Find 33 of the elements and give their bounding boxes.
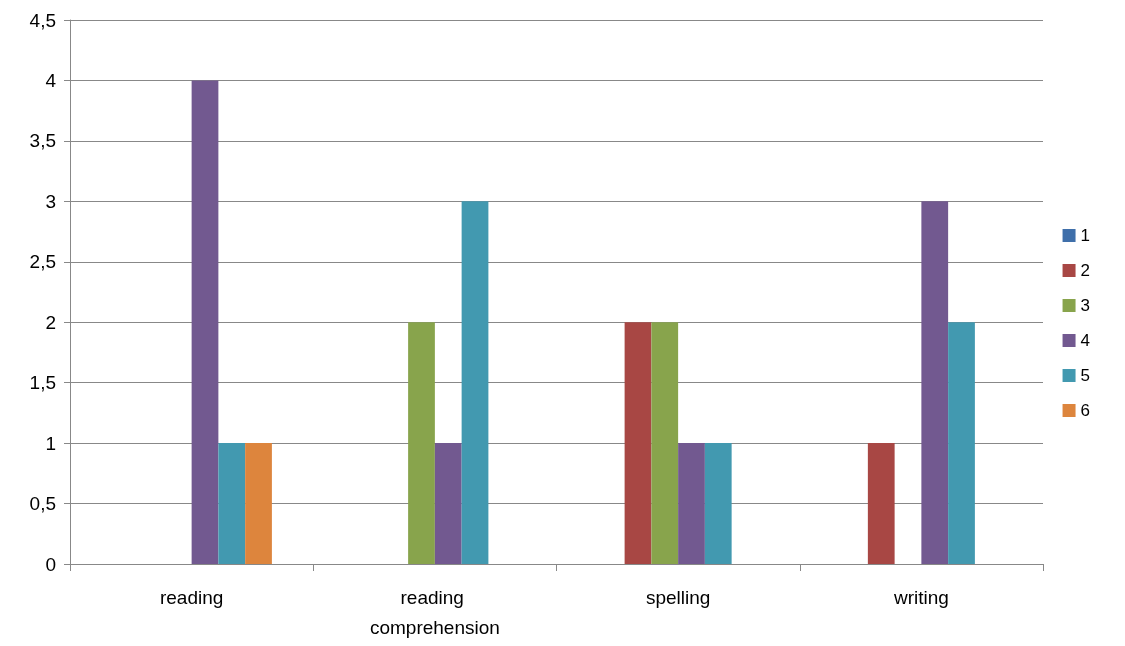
legend-label: 1 xyxy=(1080,226,1091,245)
y-tick-label: 4,5 xyxy=(29,9,56,31)
bar xyxy=(408,322,435,564)
bar xyxy=(678,443,705,564)
bar xyxy=(245,443,272,564)
y-tick-label: 0 xyxy=(45,553,56,575)
x-tick-label: reading xyxy=(159,586,224,608)
y-tick-label: 1,5 xyxy=(29,372,56,394)
bar xyxy=(434,443,462,564)
bar xyxy=(461,201,489,564)
bar xyxy=(704,443,732,564)
legend-label: 4 xyxy=(1080,331,1091,350)
x-tick-label: writing xyxy=(892,586,949,608)
bar xyxy=(651,322,679,564)
y-tick-label: 1 xyxy=(45,432,56,454)
y-tick-label: 2 xyxy=(45,311,56,333)
bar xyxy=(921,201,949,564)
bar xyxy=(624,322,652,564)
y-tick-label: 4 xyxy=(45,69,57,91)
bar xyxy=(948,322,975,564)
legend-label: 5 xyxy=(1080,366,1091,385)
y-tick-label: 3,5 xyxy=(29,130,56,152)
x-tick-label: spelling xyxy=(645,586,711,608)
x-tick-label: reading comprehension xyxy=(369,586,500,638)
y-tick-label: 0,5 xyxy=(29,493,56,515)
bar xyxy=(218,443,246,564)
legend-label: 3 xyxy=(1080,296,1091,315)
legend-label: 2 xyxy=(1080,261,1091,280)
legend-label: 6 xyxy=(1080,401,1091,420)
y-tick-label: 3 xyxy=(45,190,56,212)
bar xyxy=(867,443,895,564)
y-tick-label: 2,5 xyxy=(29,251,56,273)
bar xyxy=(191,80,219,564)
